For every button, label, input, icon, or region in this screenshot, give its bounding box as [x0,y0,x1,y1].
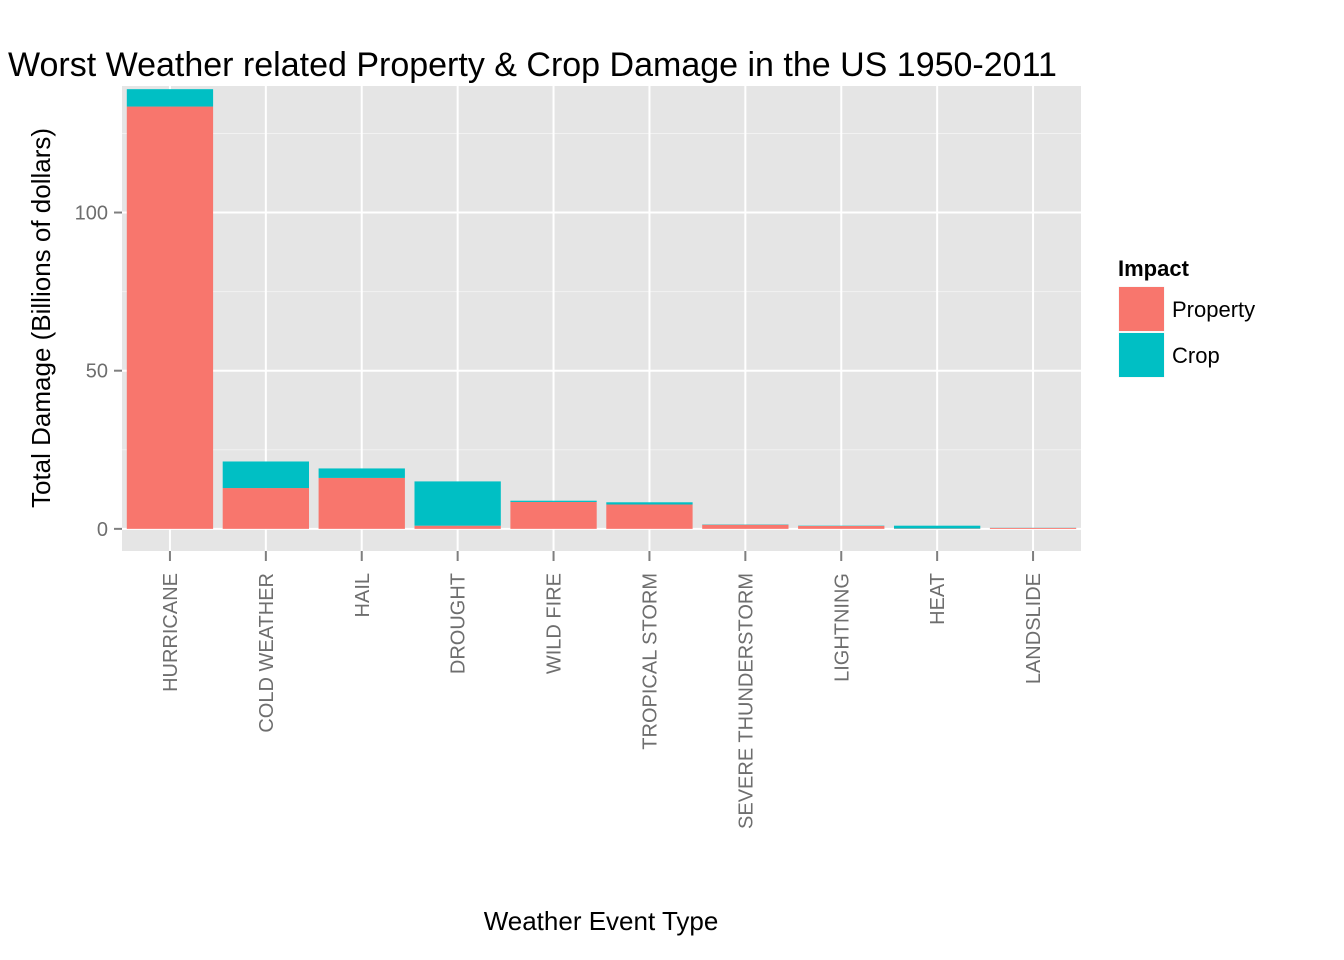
x-tick-label: TROPICAL STORM [639,573,661,750]
bar-property-lightning [798,526,885,529]
bar-property-hail [318,477,405,529]
x-tick-label: DROUGHT [448,573,470,674]
legend: Impact Property Crop [1117,256,1255,379]
x-tick-label: HURRICANE [160,573,182,692]
bar-crop-drought [414,481,501,526]
x-axis-title: Weather Event Type [484,906,719,936]
x-tick-label: HAIL [352,573,374,617]
bars [126,89,1077,529]
bar-property-drought [414,525,501,529]
legend-title: Impact [1118,256,1190,281]
x-tick-label: LANDSLIDE [1023,573,1045,684]
bar-property-cold-weather [222,488,310,529]
x-tick-label: LIGHTNING [831,573,853,682]
x-tick-label: SEVERE THUNDERSTORM [735,573,757,829]
x-tick-label: COLD WEATHER [256,573,278,733]
legend-swatch-property [1119,287,1164,331]
bar-property-tropical-storm [606,504,693,529]
bar-crop-heat [893,525,981,529]
y-axis: 0 50 100 [75,203,122,541]
bar-property-landslide [989,527,1077,529]
legend-items: Property Crop [1117,285,1255,379]
x-tick-label: WILD FIRE [544,573,566,674]
bar-crop-tropical-storm [606,502,693,505]
bar-crop-hurricane [126,89,214,107]
y-tick-label: 0 [97,519,108,541]
gridlines [122,86,1081,551]
chart-title: Worst Weather related Property & Crop Da… [8,46,1057,84]
bar-crop-cold-weather [222,461,310,489]
bar-property-wild-fire [510,501,597,529]
bar-crop-wild-fire [510,500,597,502]
bar-property-severe-thunderstorm [702,524,789,529]
y-tick-label: 100 [75,203,108,225]
x-axis: HURRICANE COLD WEATHER HAIL DROUGHT WILD FIR… [160,551,1045,829]
bar-crop-hail [318,468,405,478]
x-tick-label: HEAT [927,573,949,625]
y-axis-title: Total Damage (Billions of dollars) [26,128,56,508]
legend-label-crop: Crop [1172,343,1220,368]
bar-property-hurricane [126,106,214,529]
legend-label-property: Property [1172,297,1255,322]
y-tick-label: 50 [86,361,108,383]
legend-swatch-crop [1119,333,1164,377]
